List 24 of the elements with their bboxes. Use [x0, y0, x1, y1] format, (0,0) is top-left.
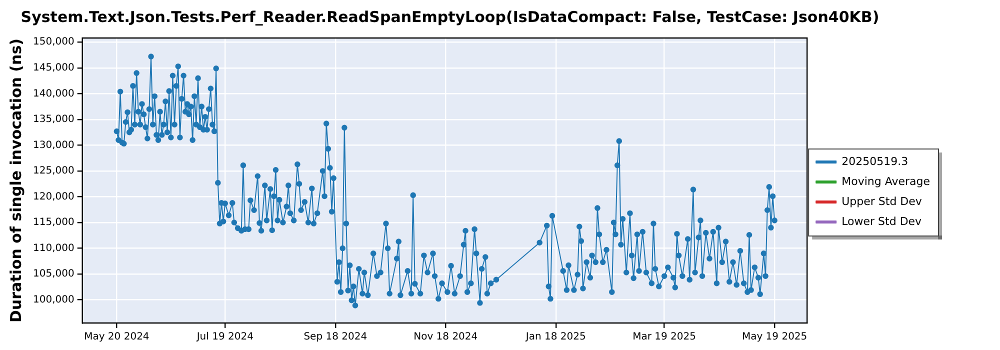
y-tick-label: 125,000 — [32, 166, 74, 177]
y-axis-title: Duration of single invocation (ns) — [6, 38, 25, 322]
y-tick-label: 105,000 — [32, 268, 74, 280]
x-tick-label: Nov 18 2024 — [414, 332, 478, 343]
y-tick-label: 115,000 — [32, 217, 74, 228]
x-tick-label: May 20 2024 — [84, 332, 150, 343]
y-tick-label: 145,000 — [32, 62, 74, 74]
legend-label: 20250519.3 — [842, 154, 908, 168]
y-tick-label: 100,000 — [32, 294, 74, 306]
x-tick-label: Sep 18 2024 — [304, 332, 368, 343]
y-tick-label: 110,000 — [32, 242, 74, 254]
legend-label: Moving Average — [842, 174, 930, 188]
y-tick-label: 140,000 — [32, 88, 74, 100]
y-tick-label: 130,000 — [32, 140, 74, 151]
x-tick-label: Mar 19 2025 — [632, 332, 696, 343]
legend-label: Upper Std Dev — [842, 194, 922, 208]
chart-title: System.Text.Json.Tests.Perf_Reader.ReadSpanEmptyLoop(IsDataCompact: False, TestCase: Json40KB) — [20, 8, 880, 26]
x-tick-label: May 19 2025 — [742, 332, 808, 343]
y-tick-label: 150,000 — [32, 36, 74, 48]
x-tick-label: Jan 18 2025 — [524, 332, 586, 343]
x-tick-label: Jul 19 2024 — [196, 332, 254, 343]
legend-label: Lower Std Dev — [842, 214, 922, 228]
y-tick-label: 135,000 — [32, 114, 74, 126]
y-tick-label: 120,000 — [32, 191, 74, 202]
